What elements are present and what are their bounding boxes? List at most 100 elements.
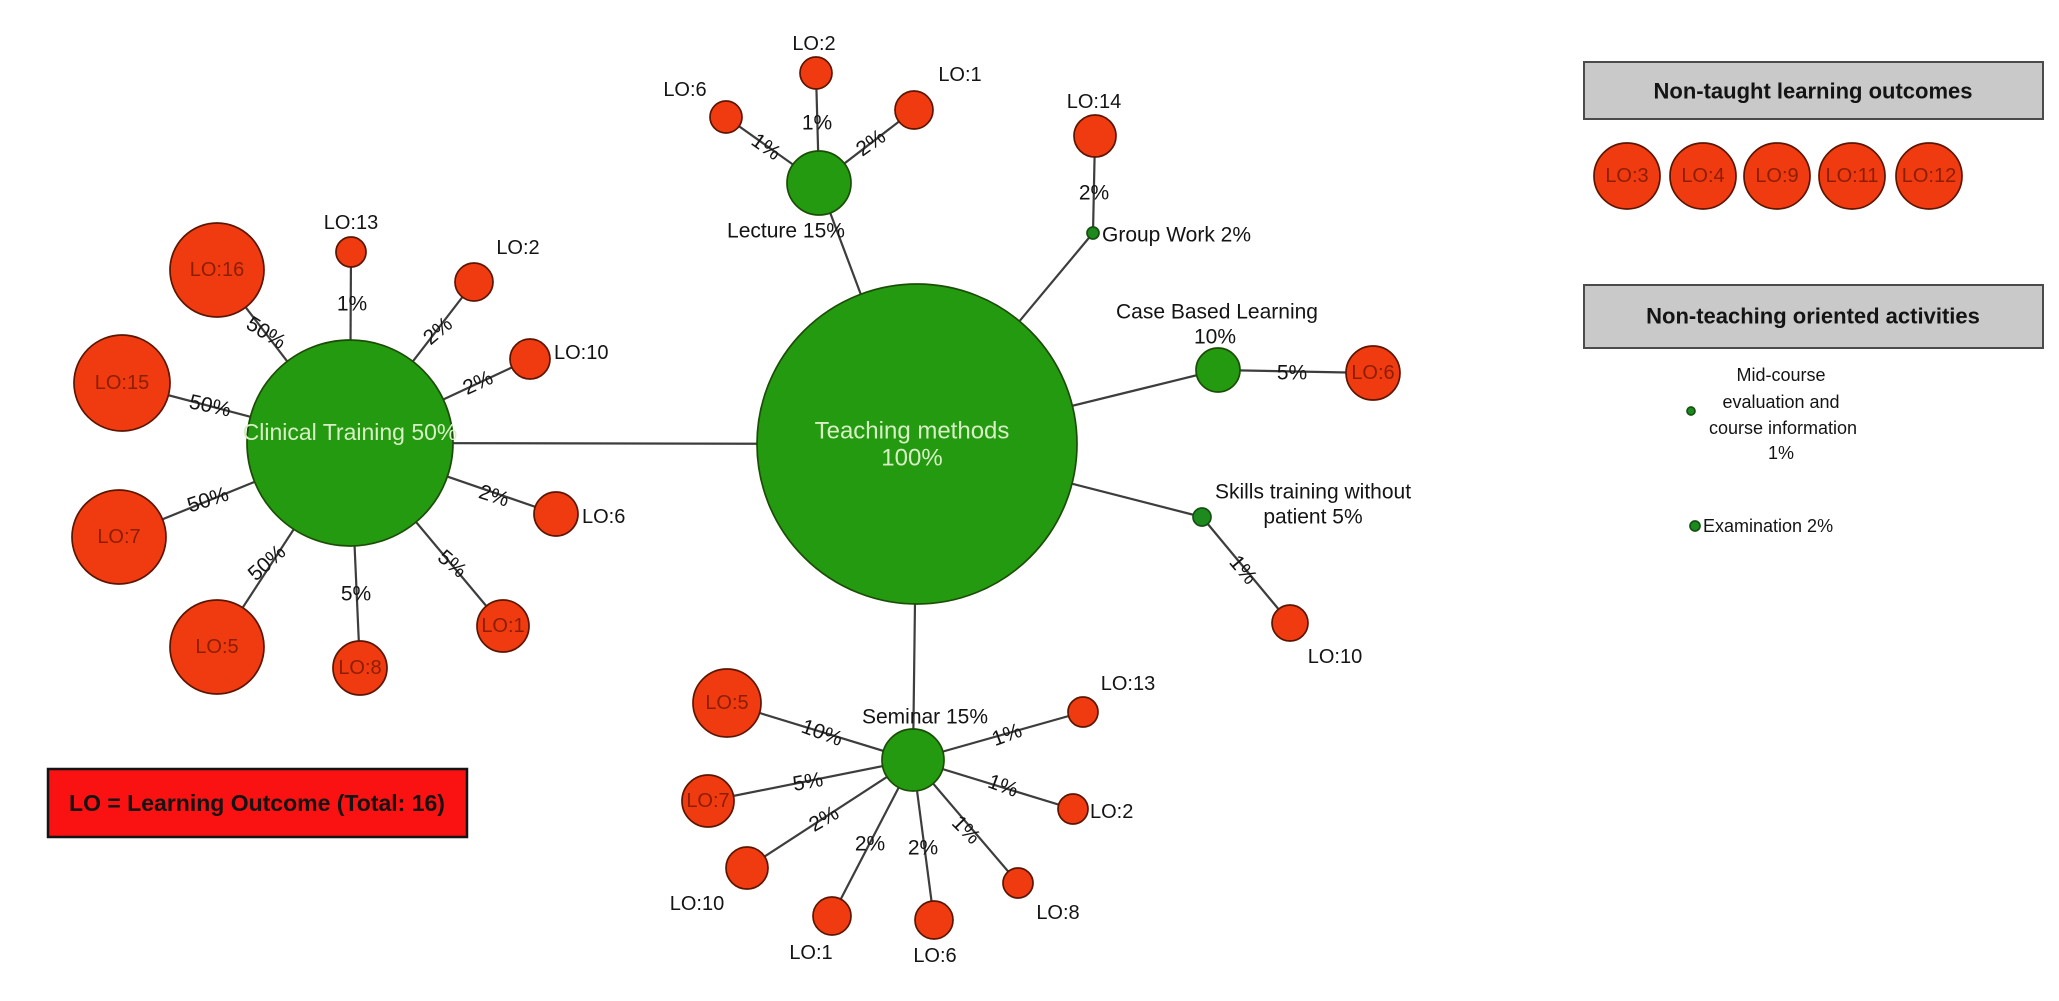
node-label-seminar: Seminar 15% xyxy=(862,706,988,729)
node-tm xyxy=(756,283,1078,605)
edge-label-ct-c10: 2% xyxy=(459,366,496,400)
node-se13 xyxy=(1067,696,1099,728)
node-label-l1: LO:1 xyxy=(938,64,981,86)
non-taught-lo-label: LO:9 xyxy=(1755,165,1798,187)
node-label-gw: Group Work 2% xyxy=(1102,224,1251,247)
node-label-c13: LO:13 xyxy=(324,212,378,234)
edge-seminar-se10 xyxy=(746,759,914,869)
node-label-c7: LO:7 xyxy=(97,526,140,548)
edge-label-seminar-se8: 1% xyxy=(947,811,985,849)
node-cbl xyxy=(1195,347,1241,393)
node-se1 xyxy=(812,896,852,936)
non-taught-lo-label: LO:4 xyxy=(1681,165,1724,187)
node-label-lecture: Lecture 15% xyxy=(727,220,845,243)
non-taught-lo-circle xyxy=(1669,142,1737,210)
node-label-se10: LO:10 xyxy=(670,893,724,915)
node-label-se7: LO:7 xyxy=(686,790,729,812)
node-label-c5: LO:5 xyxy=(195,636,238,658)
edge-label-ct-c2: 2% xyxy=(419,312,457,349)
edge-label-seminar-se5: 10% xyxy=(798,715,845,751)
edge-label-ct-c7: 50% xyxy=(184,483,231,518)
edge-label-ct-c15: 50% xyxy=(187,390,233,421)
edge-label-seminar-se6: 2% xyxy=(908,837,938,860)
node-se5 xyxy=(692,668,762,738)
node-label-c6r: LO:6 xyxy=(582,506,625,528)
non-teaching-header-title: Non-teaching oriented activities xyxy=(1646,304,1980,329)
node-lecture xyxy=(786,150,852,216)
node-c15 xyxy=(73,334,171,432)
non-taught-lo-label: LO:3 xyxy=(1605,165,1648,187)
node-seminar xyxy=(881,728,945,792)
edge-skills-s10 xyxy=(1201,516,1291,624)
node-label-cbl: 10% xyxy=(1194,326,1236,349)
node-label-ct: Clinical Training 50% xyxy=(243,419,458,445)
node-label-c10: LO:10 xyxy=(554,342,608,364)
node-c16 xyxy=(169,222,265,318)
non-taught-lo-label: LO:12 xyxy=(1902,165,1956,187)
activity-label: course information xyxy=(1709,418,1857,438)
edge-label-seminar-se7: 5% xyxy=(791,768,825,796)
node-c1 xyxy=(476,599,530,653)
node-c2 xyxy=(454,262,494,302)
edge-label-ct-c16: 50% xyxy=(242,312,290,354)
node-label-tm: Teaching methods xyxy=(815,418,1010,445)
legend-label: LO = Learning Outcome (Total: 16) xyxy=(69,790,445,816)
edge-label-ct-c8: 5% xyxy=(341,583,371,606)
node-label-se2: LO:2 xyxy=(1090,801,1133,823)
edge-seminar-se7 xyxy=(707,758,914,803)
legend-box xyxy=(46,767,469,839)
edge-label-lecture-l1: 2% xyxy=(852,125,890,161)
node-l2 xyxy=(799,56,833,90)
node-label-se13: LO:13 xyxy=(1101,673,1155,695)
node-c7 xyxy=(71,489,167,585)
node-label-c1: LO:1 xyxy=(481,615,524,637)
node-label-c15: LO:15 xyxy=(95,372,149,394)
node-se2 xyxy=(1057,793,1089,825)
non-taught-lo-circle xyxy=(1818,142,1886,210)
node-c6r xyxy=(533,491,579,537)
node-lo14 xyxy=(1073,114,1117,158)
node-gw xyxy=(1086,226,1100,240)
node-label-se8: LO:8 xyxy=(1036,902,1079,924)
activity-label: 1% xyxy=(1768,443,1794,463)
node-label-se6: LO:6 xyxy=(913,945,956,967)
node-label-l2: LO:2 xyxy=(792,33,835,55)
non-teaching-header-box xyxy=(1583,284,2044,349)
node-s10 xyxy=(1271,604,1309,642)
edge-label-seminar-se13: 1% xyxy=(989,719,1025,751)
node-label-lo14: LO:14 xyxy=(1067,91,1121,113)
node-label-l6: LO:6 xyxy=(663,79,706,101)
edge-label-ct-c13: 1% xyxy=(337,293,367,316)
non-taught-lo-circle xyxy=(1743,142,1811,210)
node-se8 xyxy=(1002,867,1034,899)
edge-label-gw-lo14: 2% xyxy=(1079,182,1109,205)
node-label-skills: Skills training without xyxy=(1215,481,1411,504)
edge-label-ct-c6r: 2% xyxy=(476,480,512,511)
node-label-c8: LO:8 xyxy=(338,657,381,679)
non-taught-lo-circle xyxy=(1895,142,1963,210)
node-se6 xyxy=(914,900,954,940)
node-c10 xyxy=(509,338,551,380)
node-label-se1: LO:1 xyxy=(789,942,832,964)
node-label-c6: LO:6 xyxy=(1351,362,1394,384)
edge-label-lecture-l6: 1% xyxy=(747,129,785,165)
activity-label: Mid-course xyxy=(1736,365,1825,385)
node-ct xyxy=(246,339,454,547)
edge-label-lecture-l2: 1% xyxy=(802,112,832,135)
non-taught-lo-circle xyxy=(1593,142,1661,210)
node-label-c2: LO:2 xyxy=(496,237,539,259)
edge-label-seminar-se1: 2% xyxy=(855,833,885,856)
activity-label: Examination 2% xyxy=(1703,516,1833,536)
node-se10 xyxy=(725,846,769,890)
edge-label-seminar-se10: 2% xyxy=(805,801,843,836)
node-se7 xyxy=(681,774,735,828)
node-c5 xyxy=(169,599,265,695)
node-label-se5: LO:5 xyxy=(705,692,748,714)
node-c13 xyxy=(335,236,367,268)
edge-label-ct-c1: 5% xyxy=(433,545,471,582)
node-c8 xyxy=(332,640,388,696)
node-l1 xyxy=(894,90,934,130)
non-taught-header-title: Non-taught learning outcomes xyxy=(1654,79,1973,104)
node-label-tm: 100% xyxy=(881,445,942,472)
